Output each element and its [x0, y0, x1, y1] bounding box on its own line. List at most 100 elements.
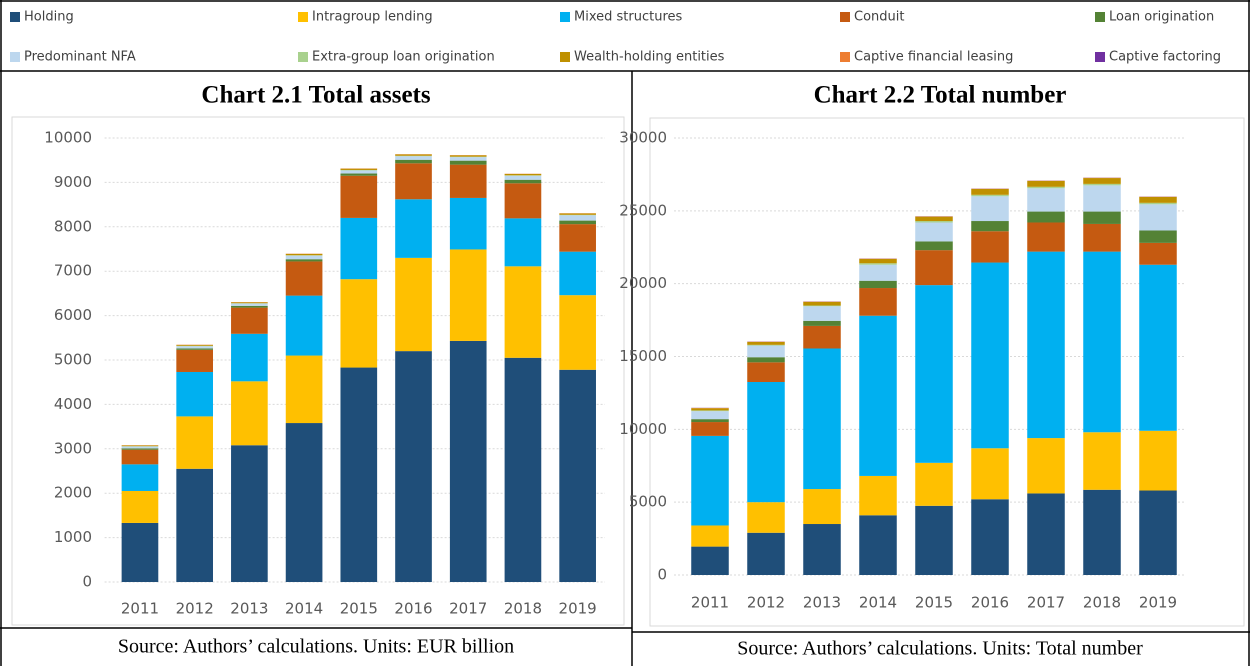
y-tick-label: 5000	[629, 493, 667, 511]
bar-segment	[559, 224, 596, 252]
bar-segment	[747, 344, 785, 346]
bar-segment	[231, 381, 268, 446]
bar-segment	[559, 251, 596, 296]
bar-segment	[915, 221, 953, 223]
bar-segment	[1083, 251, 1121, 433]
bar-segment	[1083, 183, 1121, 186]
bar-segment	[121, 448, 159, 450]
bar-segment	[915, 250, 953, 286]
bar-segment	[231, 303, 268, 306]
bar-segment	[121, 490, 159, 523]
bar-segment	[449, 164, 487, 198]
bar-segment	[1027, 251, 1065, 439]
bar-segment	[559, 215, 596, 221]
plot-frame	[11, 116, 625, 626]
bar-segment	[176, 349, 213, 372]
bar-segment	[504, 179, 542, 184]
chart-title: Chart 2.1 Total assets	[201, 82, 430, 109]
legend-label: Loan origination	[1109, 10, 1214, 25]
bar-segment	[395, 154, 432, 156]
bar-segment	[395, 159, 432, 164]
bar-segment	[285, 259, 323, 262]
y-tick-label: 2000	[54, 484, 92, 502]
bar-segment	[395, 351, 432, 582]
x-tick-label: 2019	[1139, 594, 1177, 612]
bar-segment	[285, 355, 323, 424]
legend-swatch	[10, 52, 20, 62]
bar-segment	[504, 266, 542, 358]
bar-segment	[449, 155, 487, 157]
legend-label: Captive financial leasing	[854, 50, 1013, 65]
y-tick-label: 20000	[619, 274, 667, 292]
bar-segment	[285, 253, 323, 256]
x-tick-label: 2018	[504, 600, 542, 618]
y-tick-label: 1000	[54, 528, 92, 546]
y-tick-label: 4000	[54, 395, 92, 413]
bar-segment	[915, 216, 953, 222]
bar-segment	[449, 157, 487, 161]
bar-segment	[859, 288, 897, 316]
y-tick-label: 0	[657, 566, 667, 584]
y-tick-label: 5000	[54, 351, 92, 369]
bar-segment	[231, 302, 268, 304]
bar-segment	[691, 525, 729, 547]
bar-segment	[691, 419, 729, 423]
x-tick-label: 2014	[285, 600, 323, 618]
bar-segment	[176, 344, 213, 346]
bar-segment	[340, 217, 378, 280]
bar-segment	[1027, 438, 1065, 494]
bar-segment	[121, 522, 159, 582]
y-tick-label: 10000	[44, 129, 92, 147]
bar-segment	[504, 173, 542, 176]
legend-swatch	[298, 52, 308, 62]
bar-segment	[395, 199, 432, 258]
bar-segment	[803, 305, 841, 307]
bar-segment	[449, 249, 487, 341]
bar-segment	[747, 362, 785, 382]
x-tick-label: 2016	[971, 594, 1009, 612]
bar-segment	[121, 449, 159, 465]
bar-segment	[449, 160, 487, 165]
bar-segment	[859, 315, 897, 476]
bar-segment	[285, 255, 323, 260]
bar-segment	[747, 381, 785, 503]
y-tick-label: 25000	[619, 201, 667, 219]
legend-swatch	[840, 12, 850, 22]
bar-segment	[121, 464, 159, 491]
bar-segment	[1139, 242, 1177, 265]
bar-segment	[395, 257, 432, 352]
bar-segment	[1027, 180, 1065, 187]
bar-segment	[859, 280, 897, 289]
bar-segment	[803, 306, 841, 321]
bar-segment	[1139, 490, 1177, 575]
x-tick-label: 2015	[915, 594, 953, 612]
bar-segment	[971, 221, 1009, 232]
bar-segment	[1139, 202, 1177, 205]
bar-segment	[176, 416, 213, 469]
bar-segment	[340, 168, 378, 170]
bar-segment	[176, 371, 213, 417]
bar-segment	[747, 502, 785, 533]
bar-segment	[1083, 489, 1121, 575]
bar-segment	[803, 320, 841, 326]
bar-segment	[691, 422, 729, 436]
x-tick-label: 2017	[1027, 594, 1065, 612]
bar-segment	[803, 489, 841, 525]
legend-swatch	[1095, 52, 1105, 62]
bar-segment	[504, 218, 542, 267]
bar-segment	[340, 175, 378, 218]
bar-segment	[176, 346, 213, 349]
bar-segment	[1139, 230, 1177, 243]
bar-segment	[1027, 222, 1065, 252]
bar-segment	[971, 196, 1009, 222]
legend-swatch	[1095, 12, 1105, 22]
plot-frame	[649, 117, 1245, 627]
bar-segment	[559, 369, 596, 582]
bar-segment	[971, 231, 1009, 263]
bar-segment	[285, 295, 323, 356]
legend-label: Captive factoring	[1109, 50, 1221, 65]
bar-segment	[971, 448, 1009, 500]
x-tick-label: 2014	[859, 594, 897, 612]
bar-segment	[915, 222, 953, 242]
bar-segment	[971, 262, 1009, 449]
